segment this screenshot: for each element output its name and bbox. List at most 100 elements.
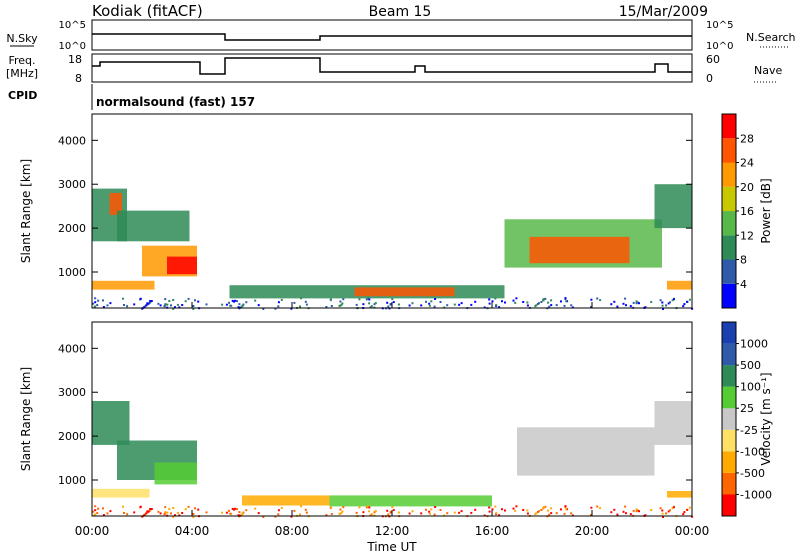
noise-cell — [669, 509, 671, 512]
noise-cell — [109, 510, 112, 513]
noise-cell — [170, 304, 172, 307]
noise-cell — [94, 505, 97, 508]
noise-cell — [102, 507, 104, 510]
noise-cell — [157, 302, 160, 305]
noise-cell — [369, 514, 372, 517]
noise-cell — [178, 514, 181, 517]
noise-cell — [665, 512, 668, 515]
noise-cell — [274, 307, 277, 310]
noise-cell — [501, 300, 503, 303]
noise-cell — [650, 509, 653, 511]
echo-region — [109, 193, 122, 215]
freq-unit: [MHz] — [6, 67, 38, 80]
x-tick-label: 00:00 — [75, 524, 110, 538]
noise-cell — [257, 304, 260, 307]
noise-cell — [339, 300, 342, 303]
noise-cell — [590, 298, 593, 301]
echo-region — [529, 236, 630, 264]
noise-cell — [522, 509, 525, 511]
velocity-ylabel: Slant Range [km] — [19, 367, 33, 471]
noise-cell — [254, 507, 257, 510]
noise-cell — [274, 515, 277, 518]
noise-cell — [330, 513, 333, 515]
noise-cell — [164, 298, 167, 301]
y-tick-label: 3000 — [58, 178, 86, 191]
noise-cell — [123, 512, 125, 514]
noise-cell — [164, 303, 167, 306]
y-tick-label: 1000 — [58, 266, 86, 279]
noise-cell — [149, 300, 152, 302]
noise-cell — [145, 304, 148, 307]
noise-cell — [139, 297, 142, 300]
noise-cell — [166, 511, 169, 514]
time-x-axis: 00:00 04:00 08:00 12:00 16:00 20:00 00:00 — [75, 302, 709, 538]
noise-cell — [374, 510, 377, 513]
noise-cell — [126, 513, 129, 516]
nsearch-tick-top: 10^5 — [706, 20, 733, 31]
power-colorbar-label: Power [dB] — [759, 178, 773, 243]
noise-cell — [192, 305, 195, 307]
colorbar-tick-label: 4 — [740, 278, 747, 291]
noise-cell — [625, 512, 627, 515]
noise-cell — [205, 303, 208, 306]
noise-cell — [408, 304, 411, 307]
noise-cell — [391, 506, 394, 509]
noise-cell — [257, 512, 260, 515]
noise-cell — [178, 306, 181, 309]
echo-region — [242, 495, 330, 506]
noise-cell — [373, 303, 376, 306]
noise-cell — [369, 306, 372, 309]
noise-cell — [624, 505, 627, 508]
noise-cell — [662, 308, 664, 310]
noise-cell — [358, 298, 361, 301]
noise-cell — [408, 512, 411, 515]
noise-cell — [228, 301, 230, 304]
colorbar-tick-label: 500 — [740, 359, 761, 372]
noise-cell — [238, 511, 241, 514]
noise-cell — [340, 511, 343, 514]
echo-region — [329, 495, 492, 507]
noise-cell — [197, 300, 200, 303]
noise-cell — [122, 297, 124, 300]
nsky-label: N.Sky — [6, 32, 38, 45]
noise-cell — [458, 303, 461, 306]
station-title: Kodiak (fitACF) — [92, 2, 203, 20]
noise-cell — [221, 511, 224, 514]
noise-cell — [150, 300, 153, 302]
noise-cell — [342, 298, 345, 301]
noise-cell — [146, 302, 149, 305]
noise-cell — [231, 507, 234, 510]
noise-cell — [650, 301, 653, 303]
x-tick-label: 16:00 — [475, 524, 510, 538]
freq-tick-top: 18 — [68, 53, 82, 66]
noise-cell — [488, 510, 491, 513]
noise-cell — [428, 302, 431, 305]
noise-cell — [168, 300, 171, 302]
noise-cell — [194, 299, 196, 302]
noise-cell — [610, 303, 613, 306]
noise-cell — [174, 306, 176, 309]
noise-cell — [638, 510, 640, 513]
noise-cell — [683, 511, 686, 514]
noise-cell — [305, 303, 308, 306]
noise-cell — [411, 510, 414, 513]
noise-cell — [92, 302, 95, 305]
echo-region — [654, 401, 692, 445]
colorbar-tick-label: 12 — [740, 229, 754, 242]
noise-cell — [453, 511, 456, 514]
date-title: 15/Mar/2009 — [619, 4, 708, 20]
noise-cell — [550, 304, 553, 307]
noise-cell — [225, 511, 228, 514]
y-tick-label: 2000 — [58, 222, 86, 235]
y-tick-label: 2000 — [58, 430, 86, 443]
noise-cell — [434, 298, 437, 300]
noise-cell — [555, 304, 558, 307]
noise-cell — [564, 505, 567, 508]
colorbar-swatch — [722, 472, 736, 495]
noise-cell — [596, 505, 599, 508]
noise-cell — [599, 299, 602, 302]
noise-cell — [622, 302, 625, 305]
noise-cell — [330, 298, 332, 301]
noise-cell — [515, 505, 518, 508]
noise-cell — [548, 305, 551, 308]
